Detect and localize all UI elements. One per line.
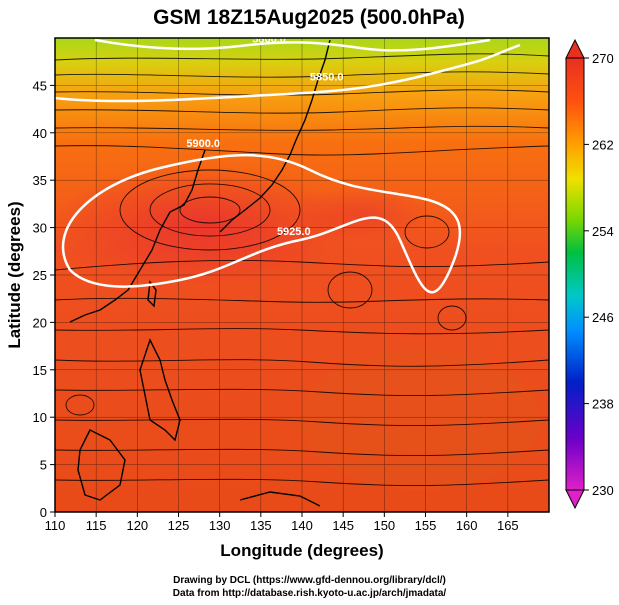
y-tick-label: 35 xyxy=(33,173,47,188)
colorbar-tick-label: 230 xyxy=(592,483,614,498)
streamline xyxy=(149,183,271,237)
plot-area: 5800.0 5850.0 5900.0 5925.0 xyxy=(55,34,549,512)
streamline xyxy=(55,388,549,397)
y-tick-label: 25 xyxy=(33,268,47,283)
colorbar: 230 238 246 254 262 270 xyxy=(565,38,614,510)
coastline-taiwan xyxy=(147,280,157,308)
x-axis-label: Longitude (degrees) xyxy=(220,541,383,560)
y-tick-label: 5 xyxy=(40,458,47,473)
contour-label: 5900.0 xyxy=(186,138,220,150)
y-tick-label: 15 xyxy=(33,363,47,378)
streamlines xyxy=(55,53,549,487)
coastline-japan xyxy=(219,39,331,233)
streamline xyxy=(55,145,549,156)
streamline xyxy=(55,259,549,271)
coastline-new-guinea xyxy=(239,491,321,507)
streamline xyxy=(55,297,549,303)
y-axis-ticks: 0 5 10 15 20 25 30 35 40 45 xyxy=(33,78,55,520)
streamline xyxy=(55,418,549,427)
streamline xyxy=(55,328,549,335)
x-tick-label: 165 xyxy=(497,518,519,533)
credit-data-source: Data from http://database.rish.kyoto-u.a… xyxy=(172,588,447,599)
streamline xyxy=(65,394,95,416)
contour-5900 xyxy=(61,153,462,294)
x-tick-label: 140 xyxy=(291,518,313,533)
contour-label: 5800.0 xyxy=(252,34,286,46)
colorbar-tick-label: 238 xyxy=(592,397,614,412)
streamline xyxy=(437,305,467,331)
y-tick-label: 30 xyxy=(33,221,47,236)
contour-5800 xyxy=(94,38,491,52)
streamline xyxy=(179,196,241,224)
contour-labels: 5800.0 5850.0 5900.0 5925.0 xyxy=(186,34,344,238)
y-tick-label: 40 xyxy=(33,126,47,141)
contour-5850 xyxy=(55,43,521,103)
streamline xyxy=(55,107,549,114)
x-tick-label: 155 xyxy=(415,518,437,533)
streamline xyxy=(55,89,549,96)
x-tick-label: 125 xyxy=(168,518,190,533)
gridlines xyxy=(55,38,549,512)
coastline-philippines xyxy=(139,338,181,442)
contour-label: 5925.0 xyxy=(277,226,311,238)
colorbar-ticks: 230 238 246 254 262 270 xyxy=(584,51,614,498)
x-tick-label: 110 xyxy=(45,518,66,533)
colorbar-tick-label: 270 xyxy=(592,51,614,66)
x-tick-label: 160 xyxy=(456,518,478,533)
streamline xyxy=(55,53,549,61)
colorbar-min-arrow xyxy=(565,489,585,510)
geopotential-contours xyxy=(55,38,521,294)
coastline-borneo xyxy=(77,429,126,501)
cooler-tropics xyxy=(300,350,540,490)
streamline xyxy=(55,478,549,487)
x-tick-label: 115 xyxy=(86,518,107,533)
y-tick-label: 10 xyxy=(33,410,47,425)
y-tick-label: 0 xyxy=(40,505,47,520)
y-tick-label: 20 xyxy=(33,315,47,330)
colorbar-ramp xyxy=(565,57,585,491)
contour-label: 5850.0 xyxy=(310,72,344,84)
x-tick-label: 145 xyxy=(332,518,354,533)
colorbar-tick-label: 262 xyxy=(592,137,614,152)
streamline xyxy=(55,359,549,367)
colorbar-max-arrow xyxy=(565,38,585,59)
chart-title: GSM 18Z15Aug2025 (500.0hPa) xyxy=(153,6,465,29)
y-axis-label: Latitude (degrees) xyxy=(5,201,24,348)
coastlines xyxy=(69,39,331,507)
x-tick-label: 130 xyxy=(209,518,231,533)
colorbar-tick-label: 246 xyxy=(592,310,614,325)
x-axis-ticks: 110 115 120 125 130 135 140 145 150 155 160 165 xyxy=(45,512,519,533)
streamline xyxy=(119,169,301,251)
streamline xyxy=(404,215,450,249)
streamline xyxy=(55,125,549,131)
colorbar-tick-label: 254 xyxy=(592,224,614,239)
streamline xyxy=(55,71,549,78)
credit-drawing: Drawing by DCL (https://www.gfd-dennou.o… xyxy=(173,575,446,586)
x-tick-label: 120 xyxy=(126,518,148,533)
x-tick-label: 135 xyxy=(250,518,272,533)
warm-core-region xyxy=(55,163,350,287)
y-tick-label: 45 xyxy=(33,78,47,93)
streamline xyxy=(55,448,549,457)
coastline-korea-china xyxy=(69,149,206,323)
x-tick-label: 150 xyxy=(373,518,395,533)
